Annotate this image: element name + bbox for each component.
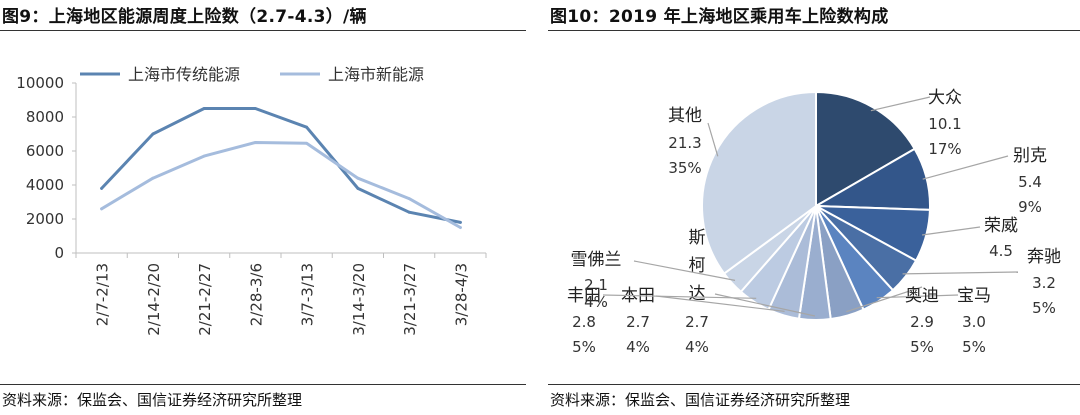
slice-value: 2.7 <box>626 313 650 331</box>
slice-label: 柯 <box>689 256 706 276</box>
x-tick-label: 3/7-3/13 <box>299 263 317 326</box>
data-point <box>202 154 206 158</box>
pie-chart-title: 图10：2019 年上海地区乘用车上险数构成 <box>550 7 889 27</box>
x-tick-label: 2/28-3/6 <box>247 263 265 326</box>
slice-label: 奥迪 <box>905 286 939 306</box>
y-tick-label: 6000 <box>26 142 64 160</box>
slice-label: 达 <box>689 284 706 304</box>
title-rule <box>0 30 526 31</box>
y-tick-label: 0 <box>54 244 64 262</box>
pie-chart-panel: 图10：2019 年上海地区乘用车上险数构成 大众 10.1 17% 别克 5.4 9% 荣… <box>548 0 1080 415</box>
slice-percent: 4% <box>685 338 709 356</box>
x-tick-label: 3/14-3/20 <box>350 263 368 336</box>
data-point <box>100 207 104 211</box>
slice-label: 别克 <box>1013 146 1047 166</box>
slice-percent: 9% <box>1018 198 1042 216</box>
slice-value: 21.3 <box>668 134 701 152</box>
y-tick-label: 2000 <box>26 210 64 228</box>
series-line <box>100 141 462 229</box>
source-rule <box>548 384 1080 385</box>
data-point <box>253 107 257 110</box>
slice-label: 奔驰 <box>1027 247 1061 267</box>
leader-line <box>902 271 1019 275</box>
y-tick-label: 8000 <box>26 108 64 126</box>
pie-chart: 大众 10.1 17% 别克 5.4 9%荣威 4.5 奔驰 3.2 5% 宝马 3.0 5% 奥迪 2.9… <box>567 88 1061 356</box>
slice-value: 4.5 <box>989 242 1013 260</box>
data-point <box>407 210 411 214</box>
data-point <box>407 197 411 201</box>
line-chart-title: 图9：上海地区能源周度上险数（2.7-4.3）/辆 <box>2 7 367 27</box>
leader-line <box>922 226 981 236</box>
slice-percent: 5% <box>910 338 934 356</box>
x-tick-label: 3/28-4/3 <box>452 263 470 326</box>
leader-line <box>602 294 757 299</box>
pie-slice <box>815 90 916 208</box>
data-point <box>151 176 155 180</box>
x-tick-label: 2/7-2/13 <box>94 263 112 326</box>
slice-label: 大众 <box>928 88 962 108</box>
slice-percent: 4% <box>584 293 608 311</box>
slice-percent: 35% <box>668 159 701 177</box>
line-chart-panel: 图9：上海地区能源周度上险数（2.7-4.3）/辆 0 2000 4000 6000 8… <box>0 0 526 415</box>
leader-line <box>870 96 931 112</box>
title-rule <box>548 30 1080 31</box>
data-point <box>100 187 104 190</box>
data-point <box>253 141 257 144</box>
legend-label: 上海市传统能源 <box>128 65 240 84</box>
slice-value: 2.1 <box>584 276 608 294</box>
source-rule <box>0 384 526 385</box>
line-chart: 0 2000 4000 6000 8000 10000 2/7-2/13 2/14-2/20 2… <box>16 65 487 336</box>
slice-value: 3.2 <box>1032 274 1056 292</box>
slice-value: 3.0 <box>962 313 986 331</box>
data-point <box>305 141 309 145</box>
leader-line <box>655 295 785 312</box>
leader-line <box>846 286 923 313</box>
pie-slice <box>701 90 817 275</box>
series-line <box>100 107 462 224</box>
x-tick-label: 3/21-3/27 <box>401 263 419 336</box>
data-point <box>356 187 360 190</box>
source-note: 资料来源：保监会、国信证券经济研究所整理 <box>550 391 851 409</box>
x-tick-label: 2/14-2/20 <box>145 263 163 336</box>
slice-value: 2.9 <box>910 313 934 331</box>
slice-label: 斯 <box>689 228 706 248</box>
slice-value: 2.7 <box>685 313 709 331</box>
data-point <box>305 125 309 129</box>
slice-label: 其他 <box>668 106 702 126</box>
slice-value: 2.8 <box>572 313 596 331</box>
slice-percent: 5% <box>1032 299 1056 317</box>
data-point <box>356 176 360 180</box>
x-tick-label: 2/21-2/27 <box>196 263 214 336</box>
slice-value: 10.1 <box>928 115 961 133</box>
slice-value: 5.4 <box>1018 173 1042 191</box>
data-point <box>202 107 206 110</box>
source-note: 资料来源：保监会、国信证券经济研究所整理 <box>2 391 303 409</box>
slice-label: 雪佛兰 <box>571 250 622 270</box>
y-tick-label: 10000 <box>16 74 64 92</box>
slice-label: 宝马 <box>957 286 991 306</box>
y-tick-label: 4000 <box>26 176 64 194</box>
slice-percent: 17% <box>928 140 961 158</box>
slice-percent: 5% <box>572 338 596 356</box>
slice-percent: 4% <box>626 338 650 356</box>
data-point <box>458 226 462 229</box>
data-point <box>458 221 462 224</box>
data-point <box>151 132 155 136</box>
slice-percent: 5% <box>962 338 986 356</box>
slice-label: 丰田 <box>567 286 601 306</box>
leader-line <box>707 122 719 157</box>
slice-label: 荣威 <box>984 216 1018 236</box>
legend-label: 上海市新能源 <box>328 65 424 84</box>
leader-line <box>922 155 1009 180</box>
leader-line <box>633 260 736 281</box>
